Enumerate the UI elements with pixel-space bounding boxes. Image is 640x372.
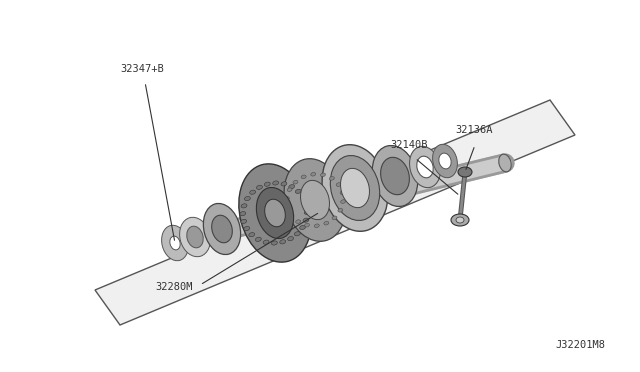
- Ellipse shape: [212, 215, 232, 243]
- Ellipse shape: [271, 241, 277, 245]
- Ellipse shape: [303, 202, 309, 207]
- Ellipse shape: [241, 204, 247, 208]
- Ellipse shape: [281, 182, 287, 186]
- Ellipse shape: [300, 195, 306, 199]
- Ellipse shape: [372, 145, 418, 206]
- Ellipse shape: [301, 175, 306, 179]
- Ellipse shape: [162, 225, 188, 261]
- Ellipse shape: [458, 167, 472, 177]
- Ellipse shape: [410, 146, 440, 187]
- Ellipse shape: [244, 227, 250, 231]
- Ellipse shape: [264, 182, 270, 186]
- Ellipse shape: [249, 232, 255, 237]
- Ellipse shape: [284, 197, 289, 200]
- Ellipse shape: [273, 181, 278, 185]
- Ellipse shape: [293, 180, 298, 184]
- Ellipse shape: [296, 220, 301, 224]
- Ellipse shape: [255, 237, 261, 241]
- Ellipse shape: [284, 159, 346, 241]
- Ellipse shape: [287, 188, 292, 192]
- Ellipse shape: [287, 237, 294, 241]
- Ellipse shape: [338, 208, 343, 212]
- Ellipse shape: [417, 156, 433, 178]
- Polygon shape: [95, 100, 575, 325]
- Ellipse shape: [250, 190, 255, 194]
- Ellipse shape: [239, 164, 311, 262]
- Ellipse shape: [180, 217, 211, 257]
- Ellipse shape: [324, 221, 329, 225]
- Ellipse shape: [451, 214, 469, 226]
- Ellipse shape: [322, 145, 388, 231]
- Ellipse shape: [285, 206, 290, 209]
- Ellipse shape: [304, 210, 310, 214]
- Ellipse shape: [257, 187, 294, 238]
- Ellipse shape: [314, 224, 319, 228]
- Ellipse shape: [311, 173, 316, 176]
- Ellipse shape: [257, 185, 262, 189]
- Ellipse shape: [263, 240, 269, 244]
- Ellipse shape: [240, 212, 246, 216]
- Ellipse shape: [265, 199, 285, 227]
- Ellipse shape: [303, 218, 309, 222]
- Ellipse shape: [204, 203, 241, 254]
- Ellipse shape: [330, 177, 334, 180]
- Ellipse shape: [340, 200, 346, 203]
- Ellipse shape: [456, 217, 464, 223]
- Text: 32136A: 32136A: [455, 125, 493, 135]
- Ellipse shape: [289, 214, 294, 217]
- Ellipse shape: [301, 180, 330, 219]
- Text: 32347+B: 32347+B: [120, 64, 164, 74]
- Ellipse shape: [330, 155, 380, 221]
- Ellipse shape: [244, 196, 250, 201]
- Text: 32140B: 32140B: [390, 140, 428, 150]
- Ellipse shape: [499, 154, 511, 172]
- Ellipse shape: [187, 226, 204, 248]
- Ellipse shape: [300, 225, 305, 230]
- Ellipse shape: [295, 189, 301, 193]
- Ellipse shape: [433, 144, 458, 178]
- Ellipse shape: [340, 169, 369, 208]
- Ellipse shape: [332, 216, 337, 219]
- Ellipse shape: [289, 185, 294, 189]
- Ellipse shape: [170, 236, 180, 250]
- Ellipse shape: [321, 173, 326, 177]
- Ellipse shape: [439, 153, 451, 169]
- Ellipse shape: [280, 240, 285, 244]
- Text: J32201M8: J32201M8: [555, 340, 605, 350]
- Ellipse shape: [305, 224, 310, 227]
- Ellipse shape: [336, 183, 341, 186]
- Ellipse shape: [294, 232, 300, 236]
- Ellipse shape: [241, 219, 246, 224]
- Ellipse shape: [340, 191, 345, 195]
- Text: 32280M: 32280M: [155, 282, 193, 292]
- Ellipse shape: [381, 157, 410, 195]
